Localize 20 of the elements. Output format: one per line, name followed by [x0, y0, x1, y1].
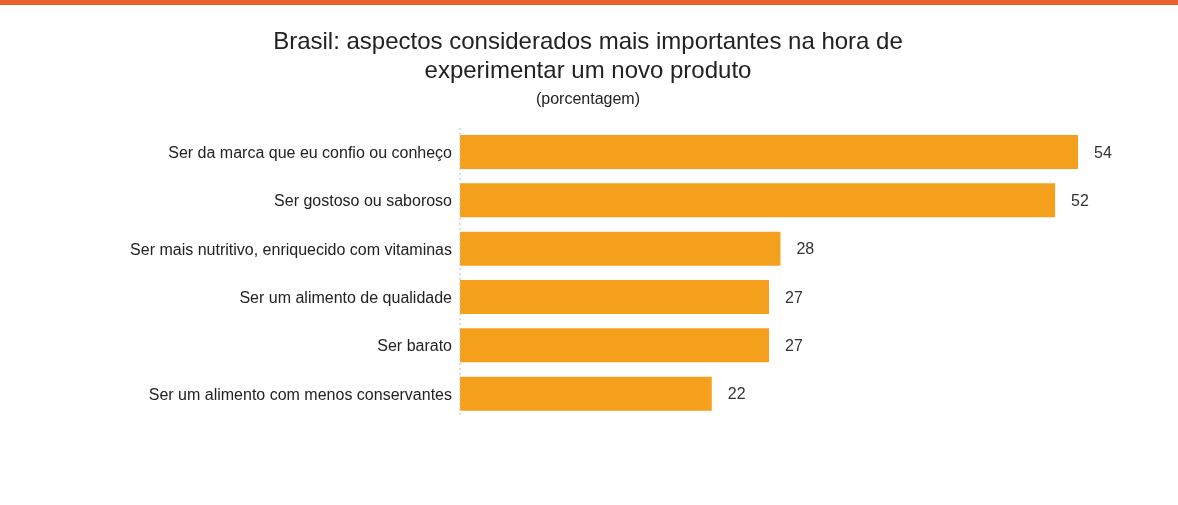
bar	[460, 328, 769, 363]
bar	[460, 376, 712, 411]
y-tick-label: Ser gostoso ou saboroso	[274, 192, 453, 210]
chart-title: Brasil: aspectos considerados mais importantes na hora de experimentar um novo produto	[272, 26, 904, 84]
data-label: 22	[727, 385, 746, 403]
data-label: 27	[785, 288, 803, 306]
y-tick-label: Ser um alimento de qualidade	[239, 288, 453, 306]
data-label: 52	[1071, 192, 1090, 210]
bar	[460, 135, 1078, 169]
data-label: 28	[796, 240, 815, 258]
bar	[460, 280, 769, 314]
y-tick-label: Ser barato	[377, 337, 453, 355]
bar	[460, 231, 781, 266]
bar	[460, 183, 1056, 218]
y-tick-label: Ser mais nutritivo, enriquecido com vitaminas	[130, 240, 452, 258]
y-tick-label: Ser da marca que eu confio ou conheço	[168, 143, 453, 161]
data-label: 27	[785, 337, 803, 355]
data-label: 54	[1094, 143, 1112, 161]
y-tick-label: Ser um alimento com menos conservantes	[148, 385, 452, 403]
chart-subtitle: (porcentagem)	[534, 90, 641, 108]
